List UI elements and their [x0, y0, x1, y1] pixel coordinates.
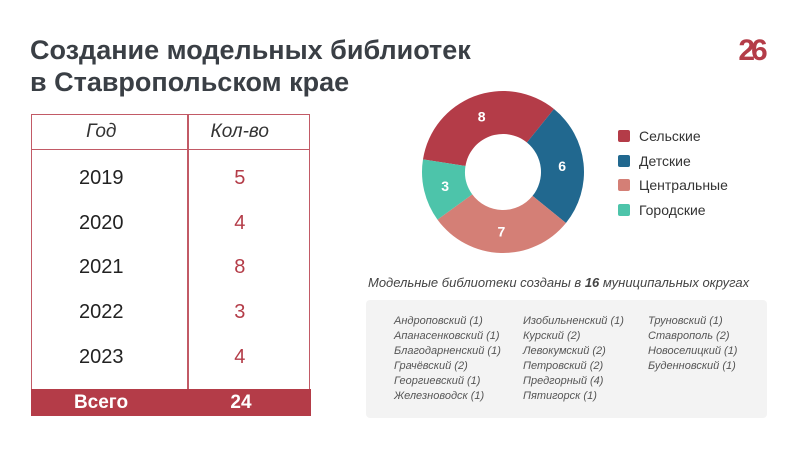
page-title: Создание модельных библиотек в Ставропол… — [30, 34, 471, 98]
legend-label: Сельские — [639, 128, 701, 145]
slice-1 — [526, 109, 584, 223]
year-cell: 2021 — [79, 256, 124, 279]
district-item: Георгиевский (1) — [394, 375, 481, 387]
legend-swatch — [618, 203, 630, 216]
total-label: Всего — [73, 392, 129, 413]
legend-item: Детские — [618, 149, 728, 174]
count-cell: 8 — [234, 256, 246, 279]
districts-column: Андроповский (1) Апанасенковский (1) Благо… — [394, 314, 501, 404]
legend-swatch — [618, 154, 630, 167]
count-cell: 4 — [234, 345, 246, 368]
header-year: Год — [86, 121, 117, 142]
slice-label: 7 — [498, 223, 506, 239]
table-row: 2019 5 — [32, 167, 309, 190]
legend-item: Сельские — [618, 124, 728, 149]
slice-label: 6 — [558, 158, 566, 174]
total-row: Всего 24 — [31, 389, 311, 416]
svg-text:26: 26 — [738, 34, 767, 65]
district-item: Новоселицкий (1) — [648, 345, 738, 357]
legend-swatch — [618, 130, 630, 143]
legend-label: Городские — [639, 201, 706, 218]
district-item: Пятигорск (1) — [523, 390, 597, 402]
count-cell: 3 — [234, 301, 246, 324]
year-cell: 2019 — [79, 167, 124, 189]
title-line-1: Создание модельных библиотек — [30, 35, 471, 65]
district-item: Петровский (2) — [523, 360, 604, 372]
table-row: 2021 8 — [32, 256, 309, 279]
table-header: Год Кол-во — [32, 115, 309, 150]
slice-label: 3 — [441, 178, 449, 194]
district-item: Труновский (1) — [648, 315, 723, 327]
legend-label: Центральные — [639, 177, 728, 194]
header-count: Кол-во — [210, 121, 269, 142]
caption-pre: Модельные библиотеки созданы в — [368, 275, 585, 290]
legend-swatch — [618, 179, 630, 192]
count-cell: 4 — [234, 211, 246, 234]
district-item: Изобильненский (1) — [523, 315, 624, 327]
table-row: 2020 4 — [32, 212, 309, 235]
year-cell: 2023 — [79, 345, 124, 368]
year-cell: 2020 — [79, 211, 124, 234]
chart-legend: Сельские Детские Центральные Городские — [618, 124, 728, 222]
caption: Модельные библиотеки созданы в 16 муници… — [368, 275, 749, 290]
year-cell: 2022 — [79, 301, 124, 324]
district-item: Курский (2) — [523, 330, 581, 342]
legend-item: Городские — [618, 198, 728, 223]
table-row: 2022 3 — [32, 301, 309, 324]
districts-box: Андроповский (1) Апанасенковский (1) Благо… — [366, 300, 767, 418]
districts-column: Труновский (1) Ставрополь (2) Новоселицкий… — [648, 314, 737, 374]
slice-3 — [422, 159, 473, 220]
district-item: Предгорный (4) — [523, 375, 604, 387]
legend-item: Центральные — [618, 173, 728, 198]
column-divider — [187, 115, 189, 391]
years-table: Год Кол-во 2019 5 2020 4 2021 8 2022 3 2023 4 Все… — [31, 114, 311, 416]
logo-26-icon: 26 — [738, 34, 769, 65]
caption-number: 16 — [584, 275, 600, 290]
district-item: Апанасенковский (1) — [394, 330, 500, 342]
district-item: Буденновский (1) — [648, 360, 736, 372]
district-item: Грачёвский (2) — [394, 360, 468, 372]
slice-0 — [422, 91, 554, 167]
district-item: Железноводск (1) — [394, 390, 485, 402]
district-item: Ставрополь (2) — [648, 330, 730, 342]
legend-label: Детские — [639, 152, 691, 169]
district-item: Благодарненский (1) — [394, 345, 501, 357]
total-value: 24 — [230, 392, 252, 413]
table-row: 2023 4 — [32, 346, 309, 369]
district-item: Левокумский (2) — [523, 345, 606, 357]
slice-2 — [437, 194, 566, 253]
caption-post: муниципальных округах — [599, 275, 750, 290]
title-line-2: в Ставропольском крае — [30, 67, 350, 97]
districts-column: Изобильненский (1) Курский (2) Левокумский… — [523, 314, 624, 404]
count-cell: 5 — [234, 167, 246, 189]
donut-chart: 8 6 7 3 — [422, 91, 584, 253]
slice-label: 8 — [478, 108, 486, 124]
district-item: Андроповский (1) — [394, 315, 483, 327]
